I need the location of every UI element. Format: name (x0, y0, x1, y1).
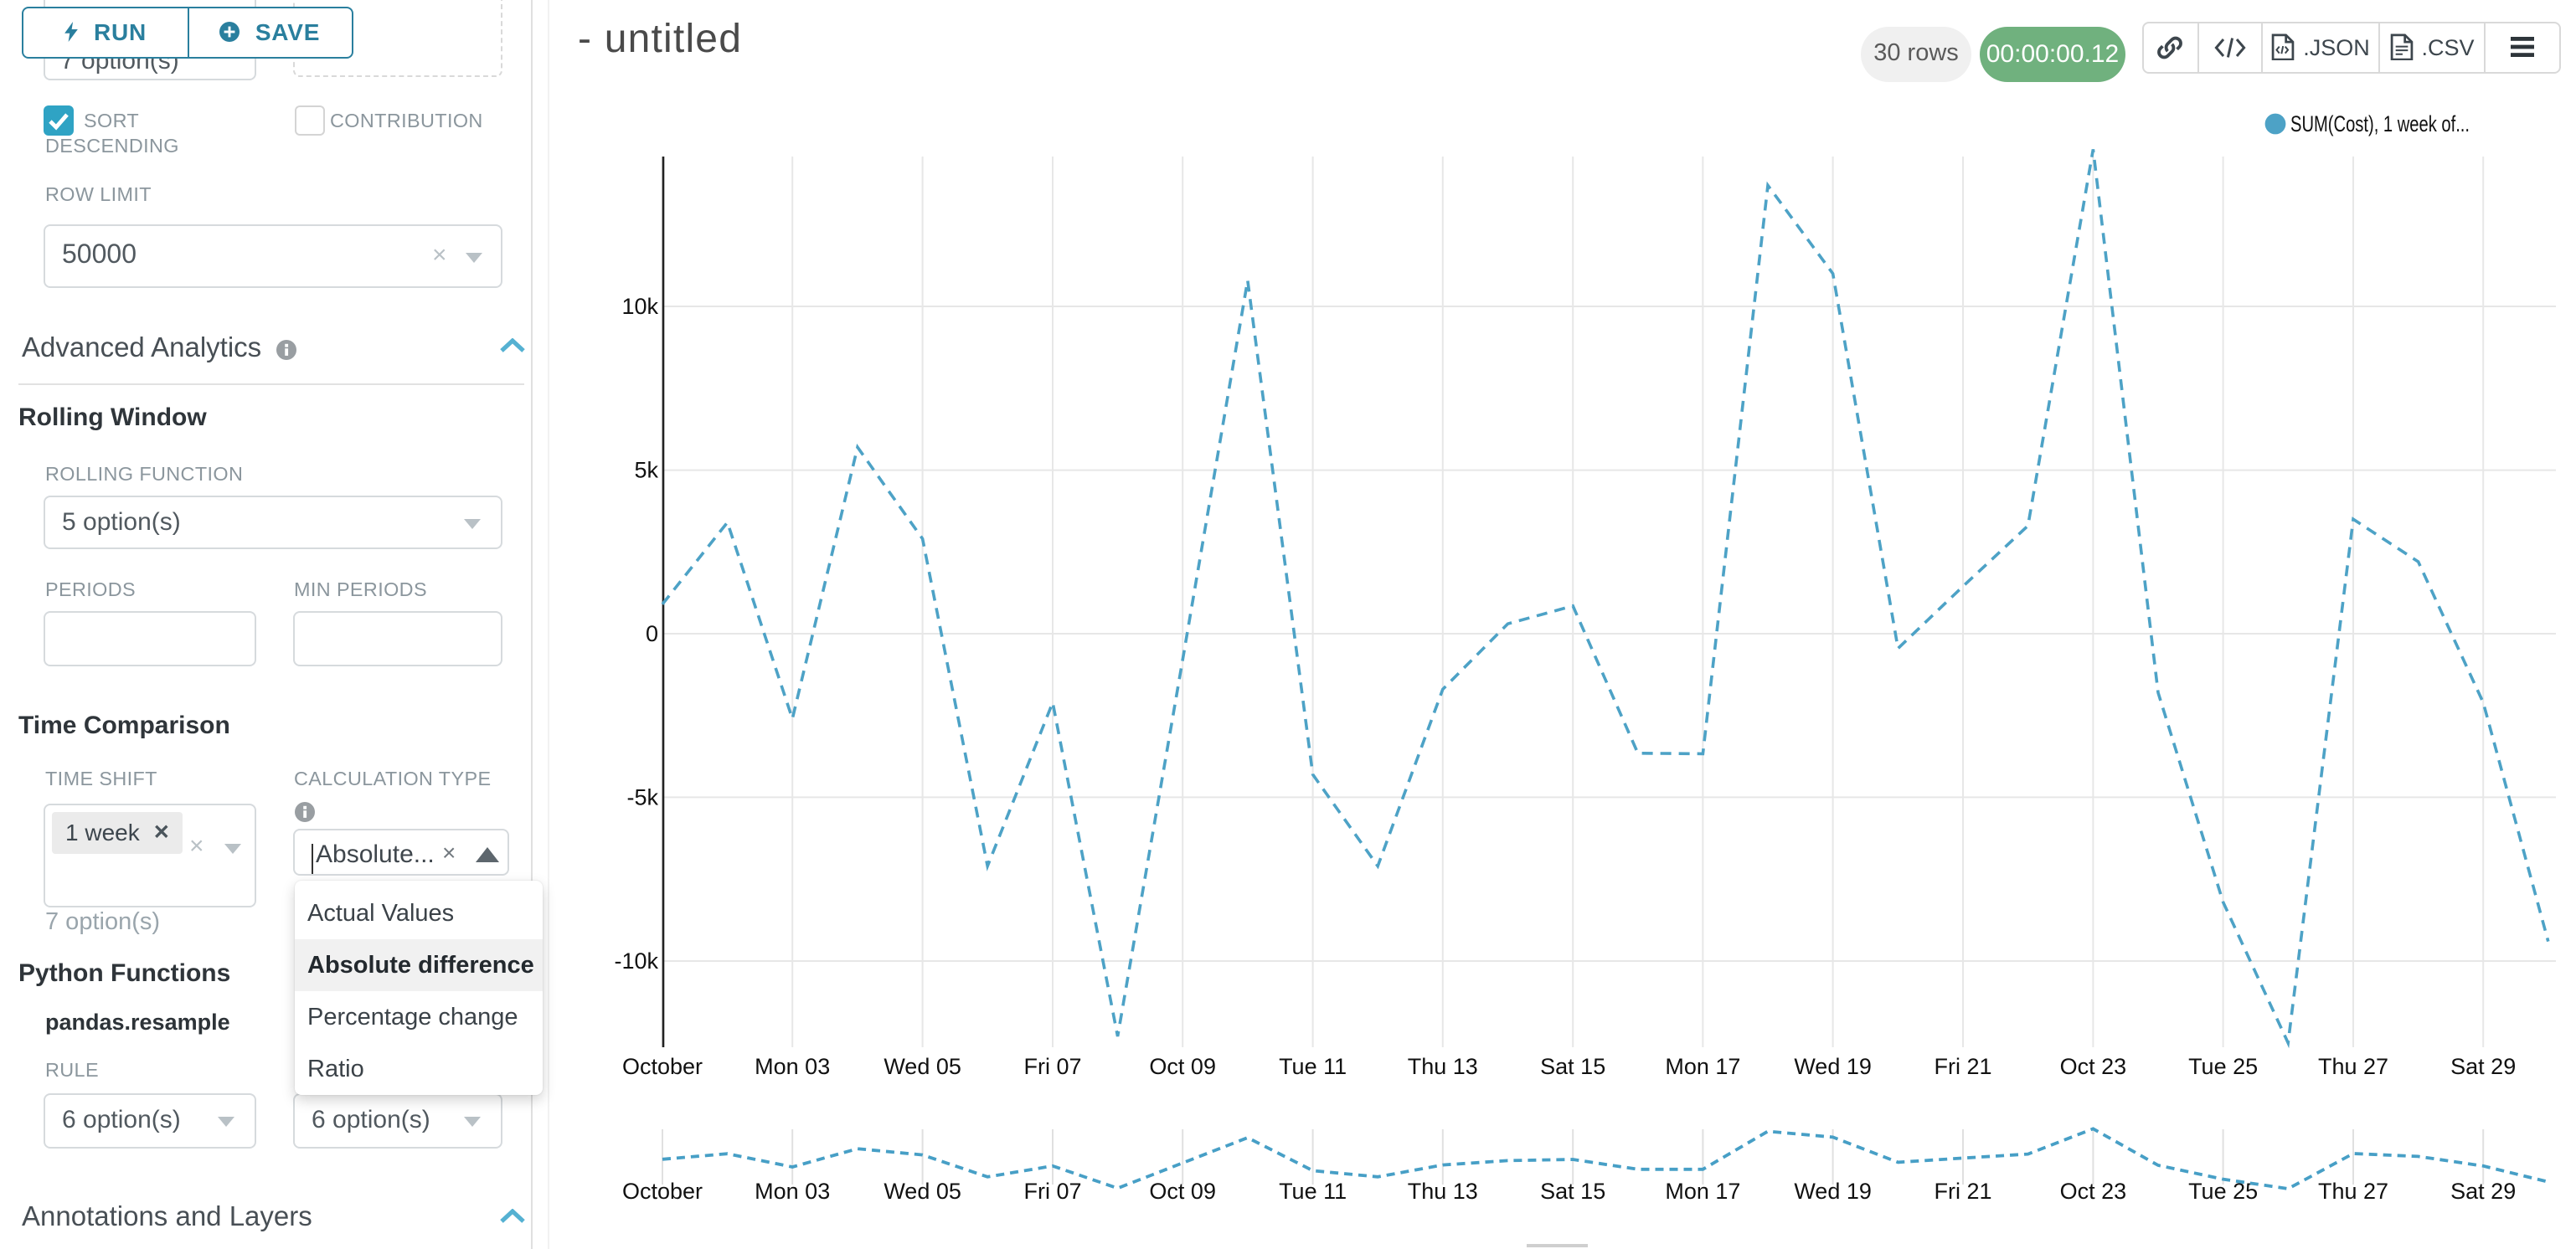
svg-text:Oct 23: Oct 23 (2060, 1179, 2127, 1204)
svg-text:Thu 13: Thu 13 (1408, 1054, 1478, 1079)
svg-text:10k: 10k (621, 294, 658, 319)
svg-text:0: 0 (646, 621, 658, 646)
svg-text:October: October (622, 1179, 703, 1204)
svg-text:Sat 29: Sat 29 (2450, 1054, 2516, 1079)
svg-text:Mon 17: Mon 17 (1665, 1179, 1740, 1204)
svg-text:Oct 09: Oct 09 (1149, 1179, 1216, 1204)
svg-text:Mon 03: Mon 03 (755, 1179, 830, 1204)
svg-text:Fri 07: Fri 07 (1023, 1179, 1081, 1204)
svg-text:Mon 17: Mon 17 (1665, 1054, 1740, 1079)
svg-text:SUM(Cost), 1 week of...: SUM(Cost), 1 week of... (2290, 111, 2470, 136)
svg-text:Oct 23: Oct 23 (2060, 1054, 2127, 1079)
svg-text:Tue 11: Tue 11 (1279, 1179, 1347, 1204)
svg-text:Wed 05: Wed 05 (884, 1054, 961, 1079)
svg-text:Fri 21: Fri 21 (1934, 1179, 1991, 1204)
svg-text:Sat 29: Sat 29 (2450, 1179, 2516, 1204)
svg-text:Sat 15: Sat 15 (1540, 1054, 1605, 1079)
svg-text:5k: 5k (634, 457, 658, 482)
svg-text:Fri 21: Fri 21 (1934, 1054, 1991, 1079)
svg-text:Oct 09: Oct 09 (1149, 1054, 1216, 1079)
svg-text:Fri 07: Fri 07 (1023, 1054, 1081, 1079)
svg-text:Thu 13: Thu 13 (1408, 1179, 1478, 1204)
svg-text:Tue 11: Tue 11 (1279, 1054, 1347, 1079)
svg-text:Mon 03: Mon 03 (755, 1054, 830, 1079)
svg-text:Tue 25: Tue 25 (2188, 1179, 2258, 1204)
svg-text:Tue 25: Tue 25 (2188, 1054, 2258, 1079)
svg-text:Wed 19: Wed 19 (1794, 1054, 1872, 1079)
svg-text:October: October (622, 1054, 703, 1079)
svg-text:Sat 15: Sat 15 (1540, 1179, 1605, 1204)
svg-text:-10k: -10k (614, 948, 658, 974)
svg-text:Wed 05: Wed 05 (884, 1179, 961, 1204)
svg-text:Thu 27: Thu 27 (2318, 1054, 2388, 1079)
svg-text:-5k: -5k (626, 785, 658, 810)
svg-text:Wed 19: Wed 19 (1794, 1179, 1872, 1204)
svg-text:Thu 27: Thu 27 (2318, 1179, 2388, 1204)
